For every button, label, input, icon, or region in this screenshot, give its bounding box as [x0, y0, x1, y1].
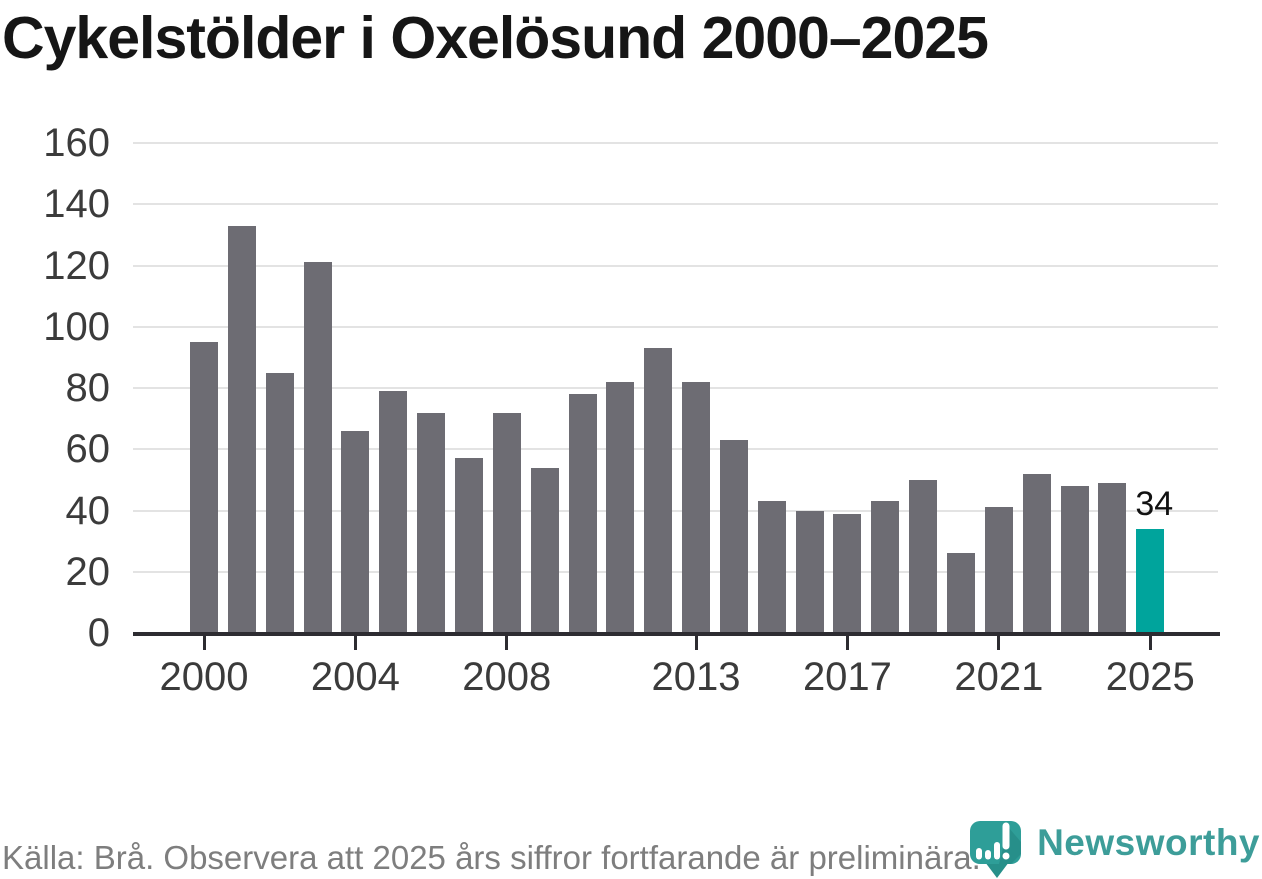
x-tick-label: 2000 [159, 655, 249, 699]
bar-2020 [947, 553, 975, 633]
y-tick-label: 60 [65, 427, 111, 472]
gridline-y-140 [133, 203, 1218, 206]
bar-2015 [757, 501, 786, 633]
x-tick-label: 2004 [310, 655, 400, 699]
bar-2018 [871, 501, 900, 633]
bar-2008 [492, 412, 521, 633]
x-tick-label: 2013 [651, 655, 741, 699]
bar-2024 [1098, 482, 1127, 633]
source-note: Källa: Brå. Observera att 2025 års siffr… [2, 839, 981, 876]
y-tick-label: 120 [43, 243, 110, 288]
bar-2006 [417, 412, 446, 633]
x-axis-tick-2008 [505, 636, 509, 650]
bar-2019 [909, 479, 938, 633]
bar-2009 [530, 467, 559, 633]
gridline-y-60 [133, 448, 1218, 451]
x-axis-tick-2000 [202, 636, 206, 650]
x-axis-tick-2025 [1148, 636, 1152, 650]
bar-value-label: 34 [1135, 484, 1174, 523]
bar-2013 [682, 381, 711, 633]
bar-2000 [190, 342, 218, 633]
y-tick-label: 0 [87, 611, 110, 655]
y-tick-label: 100 [43, 304, 110, 349]
bar-2023 [1060, 486, 1089, 633]
bar-highlight-2025 [1136, 528, 1165, 633]
bar-2011 [606, 381, 635, 633]
newsworthy-wordmark: Newsworthy [1037, 822, 1260, 863]
bar-2005 [379, 391, 408, 633]
bar-2017 [833, 513, 862, 633]
x-tick-label: 2025 [1105, 655, 1195, 699]
newsworthy-pin-barchart-icon [970, 821, 1022, 878]
bar-2004 [341, 430, 370, 633]
bar-2007 [454, 458, 483, 633]
bar-2012 [644, 348, 673, 633]
bar-2021 [984, 507, 1013, 633]
y-tick-label: 80 [65, 366, 111, 410]
y-tick-label: 40 [65, 488, 111, 533]
gridline-y-40 [133, 509, 1218, 512]
x-tick-label: 2021 [954, 655, 1044, 699]
bar-2022 [1022, 473, 1051, 633]
gridline-y-80 [133, 387, 1218, 389]
x-axis-tick-2013 [694, 636, 698, 650]
y-tick-label: 20 [65, 549, 111, 594]
gridline-y-20 [133, 570, 1218, 573]
bar-2003 [303, 262, 332, 633]
bar-2014 [719, 440, 748, 633]
x-tick-label: 2008 [462, 655, 552, 699]
y-tick-label: 160 [43, 121, 110, 165]
bar-2010 [568, 394, 597, 633]
x-axis-tick-2004 [353, 636, 357, 650]
x-axis-line [133, 632, 1220, 636]
newsworthy-logo-link[interactable]: Newsworthy [965, 808, 1260, 879]
x-tick-label: 2017 [802, 655, 892, 699]
page-title: Cykelstölder i Oxelösund 2000–2025 [2, 5, 989, 71]
gridline-y-120 [133, 264, 1218, 267]
gridline-y-100 [133, 325, 1218, 328]
gridline-y-160 [133, 142, 1218, 144]
x-axis-tick-2021 [997, 636, 1001, 650]
y-tick-label: 140 [43, 182, 110, 227]
x-axis-tick-2017 [845, 636, 849, 650]
bar-2016 [795, 510, 824, 633]
bar-2001 [227, 225, 256, 633]
bar-2002 [265, 372, 294, 633]
